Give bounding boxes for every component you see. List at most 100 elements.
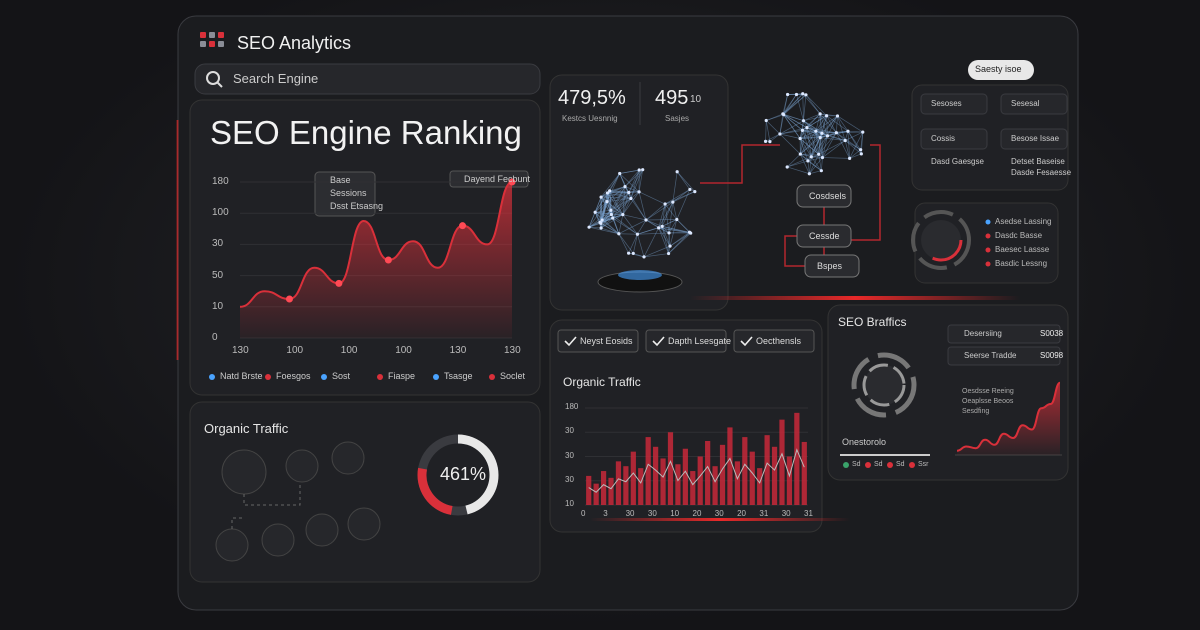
- network-edge: [827, 135, 846, 141]
- legend-swatch: [265, 374, 271, 380]
- network-edge: [599, 190, 610, 223]
- filter-item: Detset Baseise: [1011, 157, 1065, 166]
- network-edge: [664, 189, 691, 205]
- network-edge: [802, 93, 821, 115]
- x-tick-label: 130: [449, 345, 467, 356]
- bar: [697, 456, 703, 505]
- bar: [645, 437, 651, 505]
- network-node: [843, 138, 847, 143]
- network-edge: [618, 214, 624, 234]
- network-edge: [606, 201, 624, 215]
- network-edge: [643, 245, 671, 258]
- card-title: SEO Braffics: [838, 315, 907, 329]
- network-node: [798, 152, 802, 156]
- network-edge: [661, 226, 671, 247]
- network-node: [668, 244, 672, 248]
- network-edge: [819, 137, 823, 158]
- check-icon: [652, 336, 665, 347]
- icon-button[interactable]: [305, 513, 339, 547]
- network-edge: [836, 115, 838, 133]
- network-edge: [637, 219, 647, 235]
- network-edge: [637, 232, 670, 235]
- network-edge: [628, 169, 640, 193]
- icon-button[interactable]: [331, 441, 365, 475]
- legend-item: Fiaspe: [388, 371, 416, 381]
- network-node: [834, 131, 838, 135]
- network-node: [609, 208, 613, 212]
- network-edge: [783, 94, 807, 115]
- icon-button[interactable]: [215, 528, 249, 562]
- network-edge: [803, 94, 807, 121]
- list-item: Oeaplsse Beoos: [962, 398, 1014, 405]
- app-title: SEO Analytics: [237, 33, 352, 53]
- network-edge: [787, 156, 812, 168]
- network-edge: [664, 203, 670, 233]
- network-edge: [588, 201, 608, 228]
- flow-node: [796, 184, 852, 208]
- y-tick-label: 50: [212, 269, 224, 281]
- filter-item: Cossis: [931, 134, 956, 143]
- legend-swatch: [985, 261, 991, 267]
- network-node: [817, 152, 821, 156]
- network-edge: [669, 231, 690, 247]
- network-edge: [844, 131, 849, 141]
- network-edge: [818, 140, 846, 155]
- network-edge: [610, 192, 630, 211]
- legend-swatch: [865, 462, 871, 468]
- network-edge: [599, 217, 613, 223]
- search-bar[interactable]: [194, 63, 541, 95]
- network-edge: [595, 211, 612, 215]
- network-edge: [658, 227, 669, 254]
- network-edge: [607, 192, 631, 199]
- legend-swatch: [209, 374, 215, 380]
- network-edge: [601, 219, 620, 235]
- network-node: [666, 251, 671, 256]
- network-edge: [600, 192, 608, 224]
- legend-swatch: [909, 462, 915, 468]
- network-node: [618, 171, 622, 176]
- network-node: [846, 129, 850, 133]
- search-pill[interactable]: [968, 60, 1034, 80]
- network-node: [805, 126, 809, 130]
- network-edge: [664, 203, 678, 220]
- checkbox-label: Oecthensls: [756, 336, 802, 346]
- network-edge: [612, 217, 620, 234]
- network-edge: [609, 173, 621, 192]
- network-edge: [836, 132, 846, 141]
- network-edge: [607, 192, 624, 215]
- network-edge: [799, 138, 819, 155]
- x-tick-label: 130: [232, 345, 249, 356]
- network-node: [641, 168, 645, 172]
- network-edge: [612, 192, 630, 219]
- filter-item: Sesoses: [931, 99, 962, 108]
- network-node: [667, 231, 671, 235]
- network-edge: [609, 190, 640, 193]
- network-edge: [600, 214, 612, 229]
- flow-label: Cosdsels: [809, 191, 847, 201]
- network-edge: [600, 196, 612, 211]
- network-edge: [600, 197, 603, 221]
- network-edge: [645, 201, 674, 221]
- network-edge: [847, 130, 863, 133]
- network-node: [617, 232, 621, 236]
- icon-button[interactable]: [347, 507, 381, 541]
- network-edge: [822, 140, 846, 158]
- point: [335, 279, 343, 287]
- network-edge: [633, 253, 645, 258]
- row-value: S0098: [1040, 351, 1064, 360]
- network-edge: [779, 114, 784, 135]
- network-edge: [588, 209, 612, 228]
- filter-item: Dasd Gaesgse: [931, 157, 984, 166]
- network-edge: [782, 94, 788, 114]
- network-edge: [782, 113, 803, 131]
- icon-button[interactable]: [221, 449, 267, 495]
- checkbox-item: [557, 329, 639, 353]
- icon-button[interactable]: [285, 449, 319, 483]
- y-tick-label: 100: [212, 207, 229, 219]
- network-edge: [600, 186, 626, 198]
- network-edge: [595, 209, 611, 213]
- icon-button[interactable]: [261, 523, 295, 557]
- stat-value: 479,5%: [558, 87, 626, 109]
- network-edge: [609, 190, 629, 193]
- bar: [734, 461, 740, 505]
